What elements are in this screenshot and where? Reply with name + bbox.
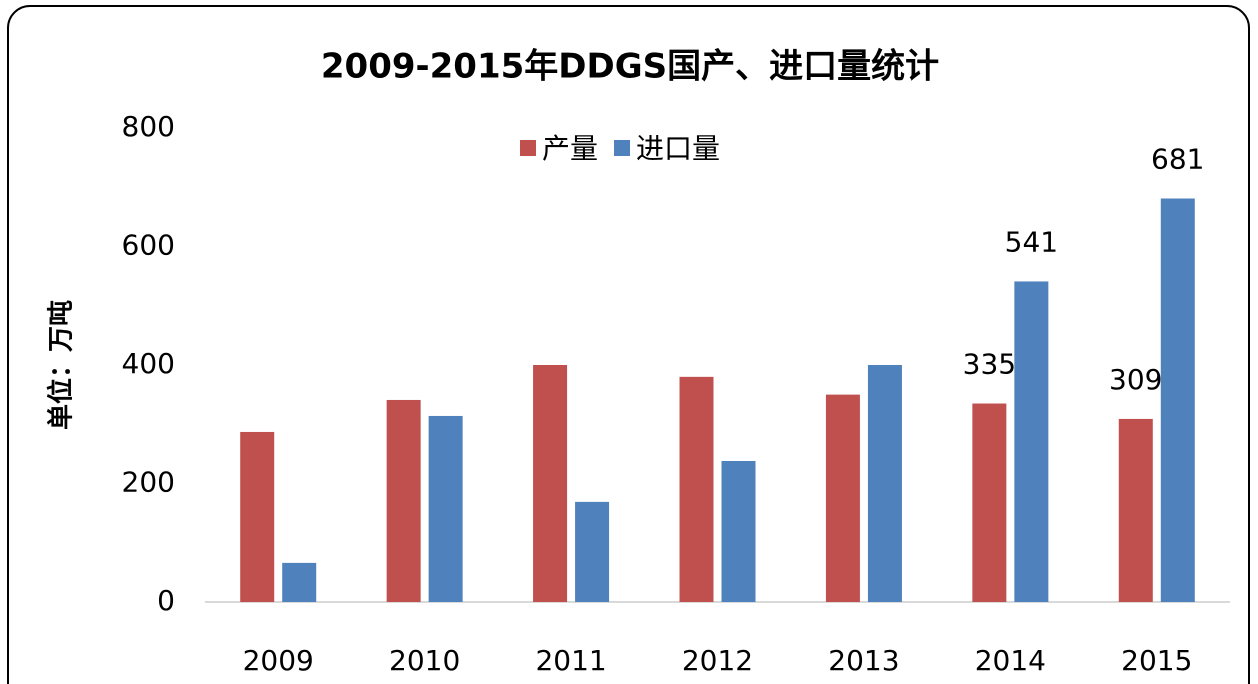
frame bbox=[7, 5, 1250, 684]
data-label: 309 bbox=[1109, 363, 1162, 396]
bar bbox=[386, 399, 421, 602]
bar bbox=[972, 403, 1007, 602]
y-tick-label: 200 bbox=[122, 466, 175, 499]
x-tick-label: 2009 bbox=[243, 644, 314, 677]
y-tick-label: 800 bbox=[122, 110, 175, 143]
x-tick-label: 2011 bbox=[535, 644, 606, 677]
chart-title: 2009-2015年DDGS国产、进口量统计 bbox=[321, 47, 939, 87]
bar bbox=[282, 562, 317, 602]
data-label: 681 bbox=[1151, 143, 1204, 176]
bar bbox=[1014, 281, 1049, 602]
bar bbox=[679, 376, 714, 602]
legend-label: 进口量 bbox=[636, 132, 720, 165]
bar bbox=[721, 460, 756, 602]
y-axis-label: 单位：万吨 bbox=[46, 300, 77, 430]
x-tick-label: 2015 bbox=[1121, 644, 1192, 677]
x-tick-label: 2012 bbox=[682, 644, 753, 677]
bar bbox=[1118, 418, 1153, 602]
legend-swatch bbox=[520, 140, 536, 156]
bar bbox=[825, 394, 860, 602]
bar bbox=[240, 431, 275, 602]
legend-label: 产量 bbox=[542, 132, 598, 165]
x-tick-label: 2010 bbox=[389, 644, 460, 677]
data-label: 541 bbox=[1005, 225, 1058, 258]
bar bbox=[428, 415, 463, 602]
data-label: 335 bbox=[963, 348, 1016, 381]
y-tick-label: 600 bbox=[122, 229, 175, 262]
legend-swatch bbox=[614, 140, 631, 156]
bar bbox=[867, 365, 902, 602]
bar bbox=[575, 501, 610, 602]
bar bbox=[533, 365, 568, 602]
y-tick-label: 400 bbox=[122, 347, 175, 380]
x-tick-label: 2013 bbox=[828, 644, 899, 677]
y-tick-label: 0 bbox=[157, 584, 175, 617]
bar bbox=[1160, 198, 1195, 602]
x-tick-label: 2014 bbox=[975, 644, 1046, 677]
